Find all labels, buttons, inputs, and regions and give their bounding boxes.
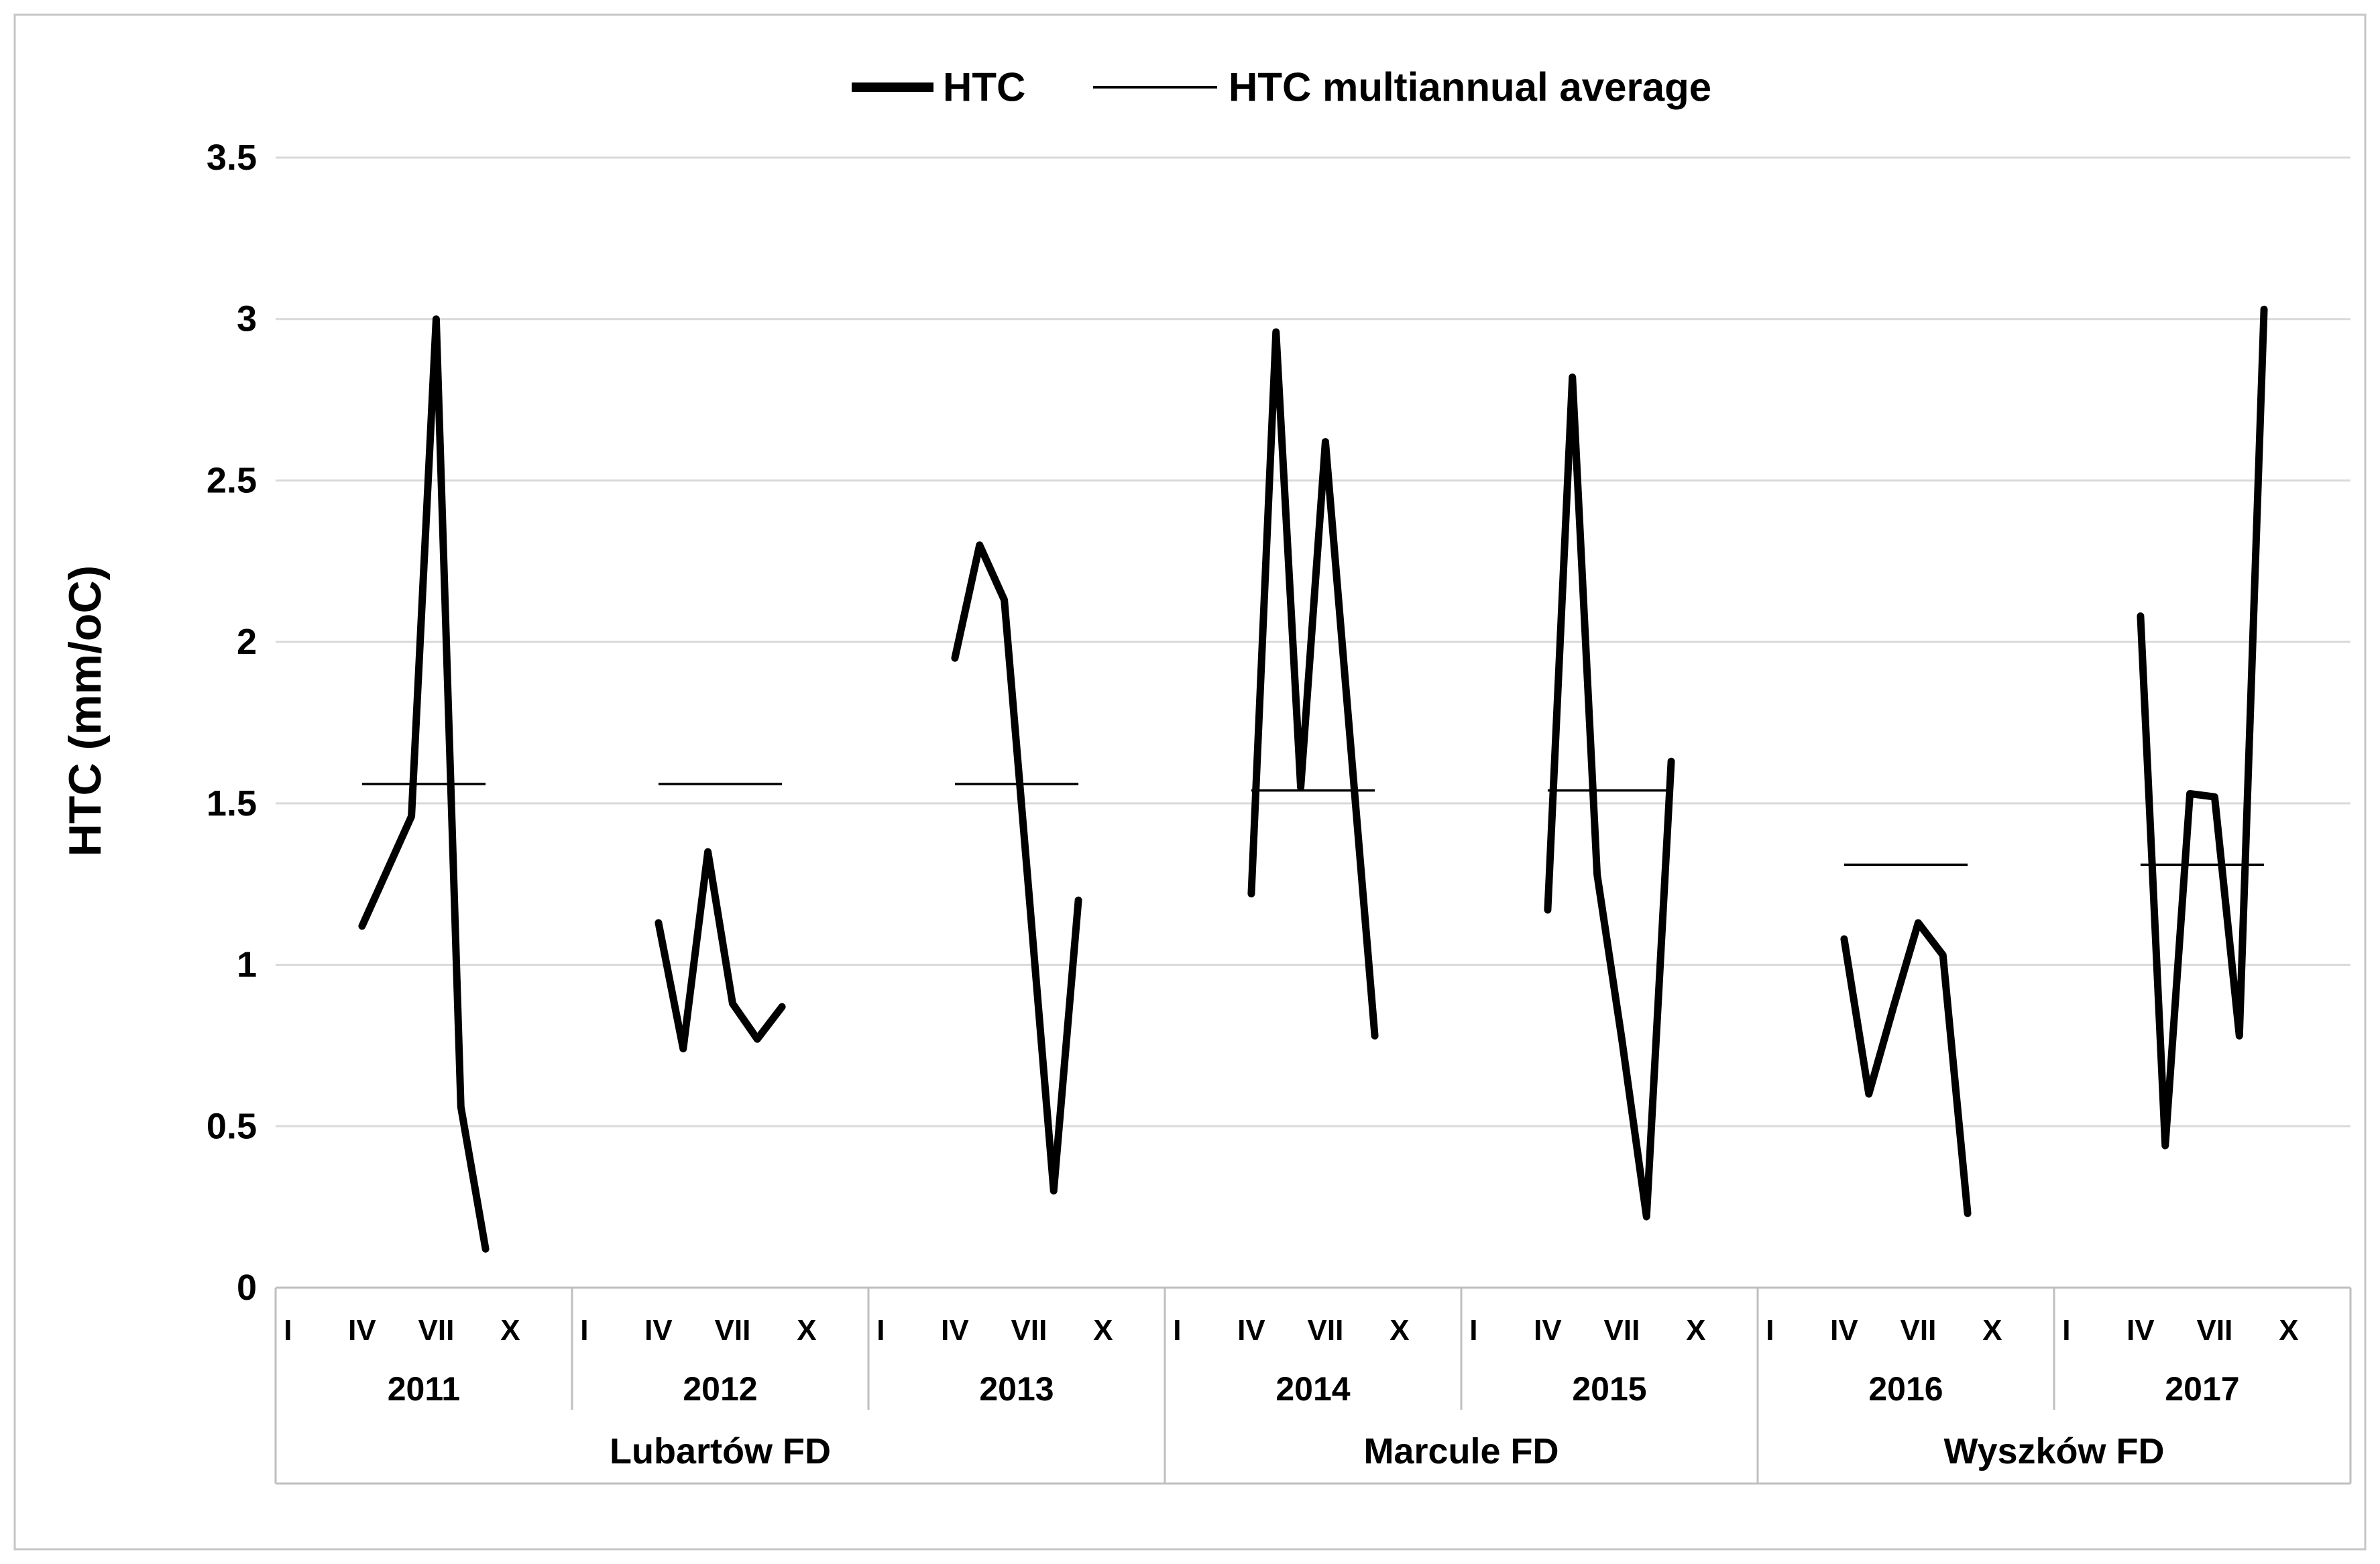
legend: HTC HTC multiannual average — [852, 65, 1711, 110]
htc-line-2013 — [951, 541, 1082, 1195]
month-tick-label-2014-VII: VII — [1308, 1314, 1344, 1347]
month-tick-label-2011-IV: IV — [348, 1314, 376, 1347]
month-tick-label-2012-VII: VII — [715, 1314, 751, 1347]
year-label-2015: 2015 — [1572, 1370, 1646, 1408]
legend-average-label: HTC multiannual average — [1229, 65, 1711, 110]
month-tick-label-2012-X: X — [797, 1314, 816, 1347]
figure-border — [13, 13, 2367, 1551]
month-tick-label-2014-X: X — [1390, 1314, 1409, 1347]
x-axis-category-table: I IV VII X 2011 I IV VII X 2012 I IV VII X 2013 I IV VII X… — [274, 1288, 2352, 1485]
year-label-2013: 2013 — [979, 1370, 1054, 1408]
district-label-lubartów-fd: Lubartów FD — [610, 1431, 831, 1471]
month-tick-label-2017-I: I — [2062, 1314, 2070, 1347]
y-tick-label-3.5: 3.5 — [207, 137, 257, 178]
year-label-2012: 2012 — [683, 1370, 757, 1408]
month-tick-label-2015-IV: IV — [1534, 1314, 1562, 1347]
month-tick-label-2011-VII: VII — [418, 1314, 455, 1347]
month-tick-label-2017-IV: IV — [2127, 1314, 2155, 1347]
htc-line-2016 — [1840, 919, 1972, 1217]
month-tick-label-2014-I: I — [1173, 1314, 1181, 1347]
month-tick-label-2015-VII: VII — [1604, 1314, 1640, 1347]
district-label-wyszków-fd: Wyszków FD — [1943, 1431, 2164, 1471]
month-tick-label-2016-X: X — [1982, 1314, 2002, 1347]
y-axis-title: HTC (mm/oC) — [60, 565, 111, 856]
htc-line-2015 — [1544, 373, 1675, 1221]
htc-line-2011 — [358, 315, 490, 1253]
month-tick-label-2016-VII: VII — [1901, 1314, 1937, 1347]
month-tick-label-2013-X: X — [1093, 1314, 1113, 1347]
month-tick-label-2016-I: I — [1766, 1314, 1774, 1347]
month-tick-label-2016-IV: IV — [1830, 1314, 1858, 1347]
gridlines — [276, 156, 2350, 1289]
y-tick-label-0: 0 — [237, 1268, 257, 1308]
legend-htc-label: HTC — [943, 65, 1025, 110]
htc-series-lines — [358, 305, 2268, 1253]
month-tick-label-2012-I: I — [580, 1314, 588, 1347]
year-label-2017: 2017 — [2165, 1370, 2239, 1408]
y-tick-label-2: 2 — [237, 622, 257, 662]
month-tick-label-2013-IV: IV — [941, 1314, 969, 1347]
y-tick-label-0.5: 0.5 — [207, 1106, 257, 1146]
htc-line-2012 — [655, 848, 786, 1053]
month-tick-label-2014-IV: IV — [1237, 1314, 1265, 1347]
year-label-2014: 2014 — [1276, 1370, 1350, 1408]
month-tick-label-2011-I: I — [284, 1314, 292, 1347]
y-tick-label-2.5: 2.5 — [207, 460, 257, 500]
month-tick-label-2015-X: X — [1686, 1314, 1705, 1347]
htc-line-2014 — [1247, 328, 1379, 1040]
month-tick-label-2013-I: I — [876, 1314, 885, 1347]
month-tick-label-2017-VII: VII — [2197, 1314, 2233, 1347]
y-tick-label-1.5: 1.5 — [207, 783, 257, 824]
district-label-marcule-fd: Marcule FD — [1363, 1431, 1559, 1471]
month-tick-label-2013-VII: VII — [1011, 1314, 1047, 1347]
year-label-2016: 2016 — [1868, 1370, 1943, 1408]
month-tick-label-2011-X: X — [500, 1314, 520, 1347]
year-label-2011: 2011 — [388, 1370, 460, 1408]
month-tick-label-2015-I: I — [1469, 1314, 1477, 1347]
htc-line-2017 — [2137, 305, 2268, 1150]
month-tick-label-2012-IV: IV — [644, 1314, 673, 1347]
y-tick-label-1: 1 — [237, 945, 257, 985]
y-tick-label-3: 3 — [237, 299, 257, 339]
y-axis-tick-labels: 0 0.5 1 1.5 2 2.5 3 3.5 — [207, 137, 257, 1308]
month-tick-label-2017-X: X — [2279, 1314, 2298, 1347]
